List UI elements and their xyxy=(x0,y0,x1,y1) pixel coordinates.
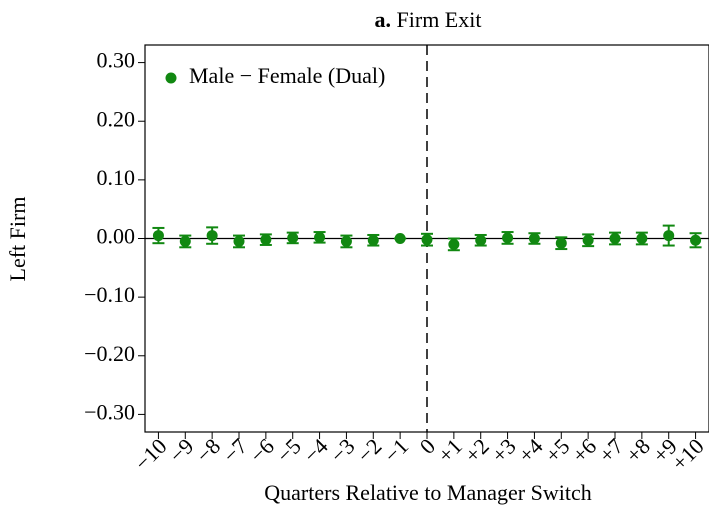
panel-label: a. xyxy=(375,7,392,32)
point xyxy=(287,232,299,244)
point xyxy=(528,233,540,244)
point xyxy=(582,234,594,246)
point xyxy=(448,238,460,250)
y-tick-label: 0.20 xyxy=(97,106,136,131)
legend-label: Male − Female (Dual) xyxy=(189,63,385,88)
point xyxy=(394,233,406,244)
point xyxy=(690,234,702,246)
legend-marker xyxy=(165,72,177,84)
y-tick-label: 0.00 xyxy=(97,224,136,249)
x-tick-label: −1 xyxy=(379,433,413,467)
point xyxy=(609,233,621,244)
point xyxy=(421,234,433,246)
y-axis-label: Left Firm xyxy=(5,197,30,282)
point xyxy=(260,234,272,246)
point xyxy=(555,237,567,249)
y-tick-label: 0.10 xyxy=(97,165,136,190)
y-tick-label: −0.20 xyxy=(84,341,135,366)
point xyxy=(340,235,352,247)
point xyxy=(475,234,487,246)
title-text: Firm Exit xyxy=(397,7,482,32)
point xyxy=(206,230,218,242)
y-tick-label: 0.30 xyxy=(97,48,136,73)
point xyxy=(314,231,326,243)
point xyxy=(636,233,648,244)
point xyxy=(179,235,191,247)
y-tick-label: −0.10 xyxy=(84,282,135,307)
point xyxy=(502,232,514,244)
x-tick-label: −10 xyxy=(130,433,172,475)
point xyxy=(367,234,379,246)
y-tick-label: −0.30 xyxy=(84,399,135,424)
point xyxy=(233,235,245,247)
chart-title: a. Firm Exit xyxy=(375,7,482,32)
point xyxy=(152,230,164,242)
x-axis-label: Quarters Relative to Manager Switch xyxy=(264,480,591,505)
point xyxy=(663,230,675,242)
x-tick-label: +10 xyxy=(667,433,709,475)
